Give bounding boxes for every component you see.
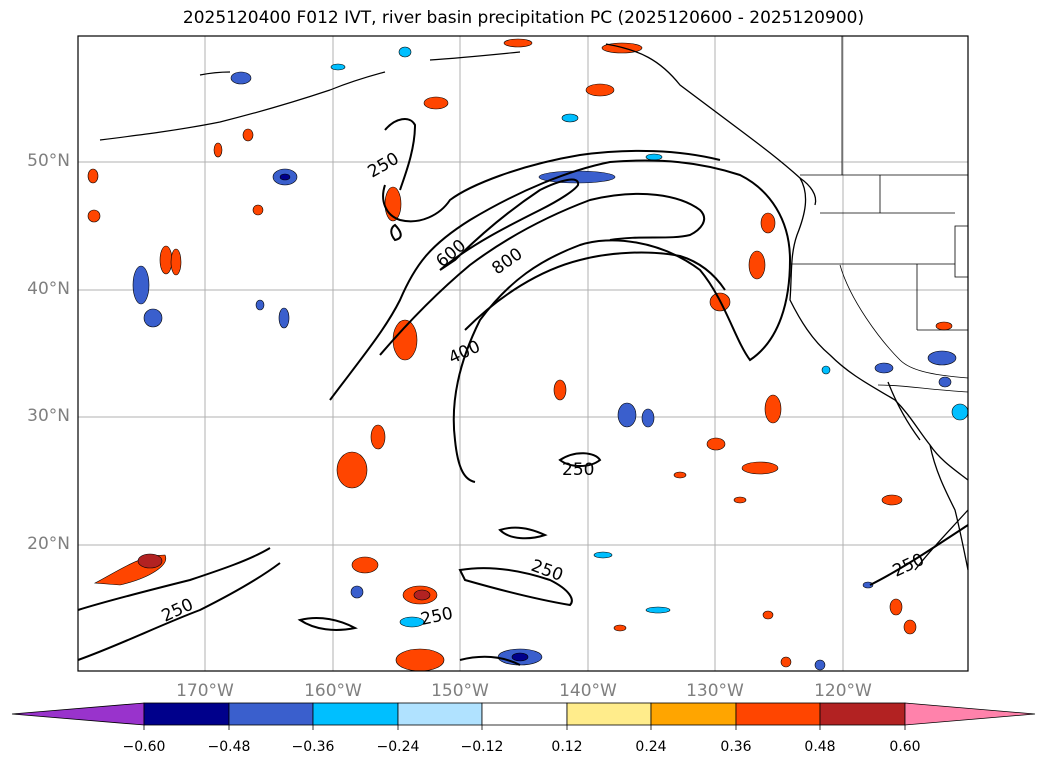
lon-label-170w: 170°W bbox=[176, 681, 234, 701]
colorbar bbox=[11, 702, 1036, 730]
precip-positive-patches bbox=[87, 38, 953, 672]
lon-label-140w: 140°W bbox=[559, 681, 617, 701]
colorbar-tick-label: 0.60 bbox=[889, 739, 921, 755]
colorbar-bin-4 bbox=[397, 702, 483, 726]
map-frame bbox=[77, 35, 969, 672]
colorbar-bin-2 bbox=[228, 702, 314, 726]
colorbar-bin-6 bbox=[566, 702, 652, 726]
lat-label-40n: 40°N bbox=[27, 279, 70, 299]
map-background bbox=[78, 36, 968, 671]
aleutian-coast bbox=[99, 51, 521, 141]
colorbar-bin-9 bbox=[819, 702, 906, 726]
lon-label-150w: 150°W bbox=[431, 681, 489, 701]
colorbar-tick-label: 0.36 bbox=[720, 739, 752, 755]
colorbar-bin-7 bbox=[650, 702, 737, 726]
colorbar-tick-label: −0.12 bbox=[460, 739, 504, 755]
gridlines bbox=[78, 36, 968, 671]
colorbar-max-extend bbox=[904, 702, 1036, 726]
colorbar-bin-1 bbox=[143, 702, 230, 726]
colorbar-bin-3 bbox=[312, 702, 399, 726]
coastline bbox=[605, 43, 969, 571]
colorbar-tick-label: −0.36 bbox=[291, 739, 335, 755]
colorbar-tick-label: 0.24 bbox=[635, 739, 667, 755]
lon-label-160w: 160°W bbox=[304, 681, 362, 701]
colorbar-tick-label: 0.48 bbox=[804, 739, 836, 755]
lon-label-130w: 130°W bbox=[686, 681, 744, 701]
map-title: 2025120400 F012 IVT, river basin precipi… bbox=[182, 8, 865, 28]
colorbar-bin-5 bbox=[481, 702, 568, 726]
lat-label-30n: 30°N bbox=[27, 406, 70, 426]
colorbar-bin-8 bbox=[735, 702, 821, 726]
colorbar-tick-label: −0.24 bbox=[376, 739, 420, 755]
lat-label-20n: 20°N bbox=[27, 534, 70, 554]
contour-label-250-b: 250 bbox=[562, 460, 594, 480]
colorbar-tick-label: −0.48 bbox=[207, 739, 251, 755]
political-borders bbox=[790, 36, 969, 393]
colorbar-min-extend bbox=[11, 702, 145, 726]
lon-label-120w: 120°W bbox=[814, 681, 872, 701]
colorbar-tick-label: −0.60 bbox=[122, 739, 166, 755]
colorbar-tick-label: 0.12 bbox=[551, 739, 583, 755]
precip-negative-patches bbox=[132, 46, 969, 671]
ivt-contours bbox=[77, 118, 969, 666]
lat-label-50n: 50°N bbox=[27, 151, 70, 171]
